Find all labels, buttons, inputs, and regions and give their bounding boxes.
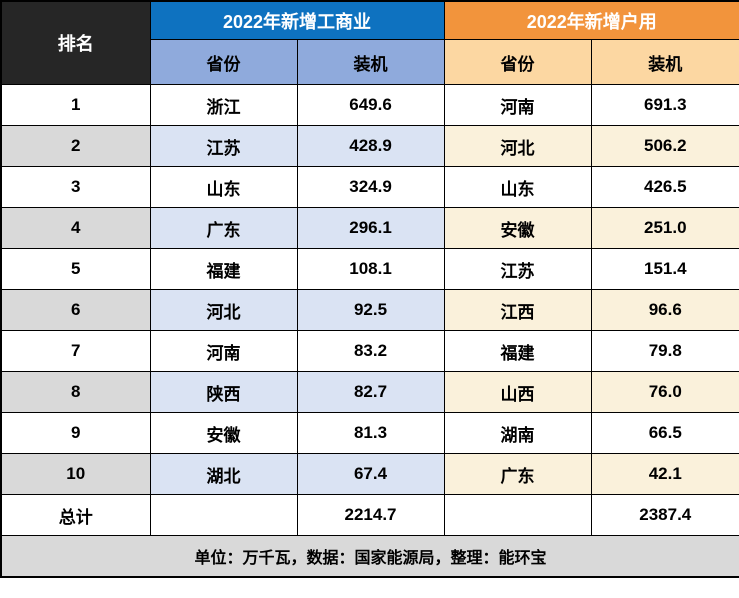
residential-capacity-header: 装机: [590, 39, 739, 85]
total-commercial-value: 2214.7: [296, 494, 445, 536]
commercial-province-cell: 山东: [149, 166, 298, 208]
residential-value-cell: 42.1: [590, 453, 739, 495]
table-body: 1 浙江 649.6 河南 691.3 2 江苏 428.9 河北 506.2 3 山东 324.9 山东…: [0, 84, 739, 495]
residential-value-cell: 79.8: [590, 330, 739, 372]
residential-province-cell: 江苏: [443, 248, 592, 290]
rank-cell: 6: [0, 289, 151, 331]
commercial-value-cell: 92.5: [296, 289, 445, 331]
commercial-province-header: 省份: [149, 39, 298, 85]
commercial-province-cell: 浙江: [149, 84, 298, 126]
table-row: 6 河北 92.5 江西 96.6: [0, 289, 739, 331]
commercial-value-cell: 324.9: [296, 166, 445, 208]
residential-province-header: 省份: [443, 39, 592, 85]
table-row: 3 山东 324.9 山东 426.5: [0, 166, 739, 208]
residential-province-cell: 广东: [443, 453, 592, 495]
column-header-row: 省份 装机 省份 装机: [1, 39, 739, 85]
rank-cell: 1: [0, 84, 151, 126]
table-summary: 总计 2214.7 2387.4 单位：万千瓦，数据：国家能源局，整理：能环宝: [0, 494, 739, 578]
residential-province-cell: 江西: [443, 289, 592, 331]
table-row: 2 江苏 428.9 河北 506.2: [0, 125, 739, 167]
commercial-value-cell: 296.1: [296, 207, 445, 249]
rank-cell: 7: [0, 330, 151, 372]
table-header: 排名 2022年新增工商业 2022年新增户用 省份 装机 省份 装机: [0, 0, 739, 85]
residential-province-cell: 湖南: [443, 412, 592, 454]
commercial-province-cell: 湖北: [149, 453, 298, 495]
commercial-value-cell: 81.3: [296, 412, 445, 454]
rank-cell: 4: [0, 207, 151, 249]
commercial-province-cell: 广东: [149, 207, 298, 249]
residential-value-cell: 506.2: [590, 125, 739, 167]
rank-cell: 8: [0, 371, 151, 413]
commercial-province-cell: 江苏: [149, 125, 298, 167]
commercial-group-header: 2022年新增工商业: [149, 0, 445, 40]
residential-value-cell: 66.5: [590, 412, 739, 454]
residential-value-cell: 251.0: [590, 207, 739, 249]
commercial-value-cell: 83.2: [296, 330, 445, 372]
commercial-province-cell: 河南: [149, 330, 298, 372]
table-row: 4 广东 296.1 安徽 251.0: [0, 207, 739, 249]
commercial-value-cell: 428.9: [296, 125, 445, 167]
commercial-value-cell: 649.6: [296, 84, 445, 126]
rank-cell: 10: [0, 453, 151, 495]
commercial-province-cell: 安徽: [149, 412, 298, 454]
residential-province-cell: 河南: [443, 84, 592, 126]
total-row: 总计 2214.7 2387.4: [0, 494, 739, 536]
table-row: 10 湖北 67.4 广东 42.1: [0, 453, 739, 495]
residential-value-cell: 96.6: [590, 289, 739, 331]
residential-province-cell: 福建: [443, 330, 592, 372]
residential-value-cell: 151.4: [590, 248, 739, 290]
residential-value-cell: 76.0: [590, 371, 739, 413]
rank-cell: 2: [0, 125, 151, 167]
rank-cell: 9: [0, 412, 151, 454]
table-row: 7 河南 83.2 福建 79.8: [0, 330, 739, 372]
residential-group-header: 2022年新增户用: [443, 0, 739, 40]
commercial-value-cell: 108.1: [296, 248, 445, 290]
footer-row: 单位：万千瓦，数据：国家能源局，整理：能环宝: [0, 535, 739, 578]
table-row: 5 福建 108.1 江苏 151.4: [0, 248, 739, 290]
residential-province-cell: 山东: [443, 166, 592, 208]
capacity-ranking-table: 排名 2022年新增工商业 2022年新增户用 省份 装机 省份 装机 1 浙江 6…: [0, 0, 739, 578]
residential-province-cell: 河北: [443, 125, 592, 167]
commercial-province-cell: 河北: [149, 289, 298, 331]
residential-province-cell: 安徽: [443, 207, 592, 249]
commercial-province-cell: 陕西: [149, 371, 298, 413]
rank-cell: 5: [0, 248, 151, 290]
commercial-value-cell: 67.4: [296, 453, 445, 495]
table-row: 1 浙江 649.6 河南 691.3: [0, 84, 739, 126]
total-residential-province-empty: [443, 494, 592, 536]
residential-value-cell: 426.5: [590, 166, 739, 208]
commercial-province-cell: 福建: [149, 248, 298, 290]
total-commercial-province-empty: [149, 494, 298, 536]
table-row: 8 陕西 82.7 山西 76.0: [0, 371, 739, 413]
group-header-row: 排名 2022年新增工商业 2022年新增户用: [0, 0, 739, 85]
commercial-value-cell: 82.7: [296, 371, 445, 413]
rank-column-header: 排名: [0, 0, 151, 85]
source-note: 单位：万千瓦，数据：国家能源局，整理：能环宝: [0, 535, 739, 578]
total-residential-value: 2387.4: [590, 494, 739, 536]
commercial-capacity-header: 装机: [296, 39, 445, 85]
rank-cell: 3: [0, 166, 151, 208]
total-label: 总计: [0, 494, 151, 536]
residential-value-cell: 691.3: [590, 84, 739, 126]
table-row: 9 安徽 81.3 湖南 66.5: [0, 412, 739, 454]
residential-province-cell: 山西: [443, 371, 592, 413]
